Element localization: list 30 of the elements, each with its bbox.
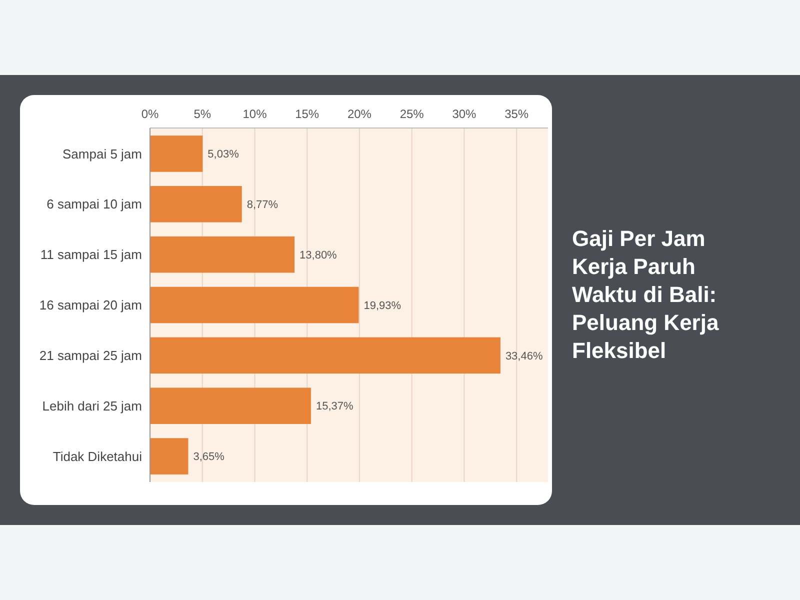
data-label: 33,46% [505,350,543,362]
x-tick-label: 30% [452,107,477,121]
data-label: 19,93% [364,300,402,312]
x-tick-label: 25% [400,107,424,121]
bar [150,186,242,222]
data-label: 13,80% [300,249,338,262]
x-tick-label: 20% [347,107,372,121]
x-tick-label: 35% [504,107,529,121]
x-tick-label: 15% [295,107,320,121]
y-tick-label: Lebih dari 25 jam [42,398,142,414]
data-label: 5,03% [208,148,240,161]
bar [150,337,500,374]
text: Gaji Per Jam Kerja Paruh Waktu di Bali: Peluang Kerja Fleksibel [572,226,720,363]
y-tick-label: 21 sampai 25 jam [39,348,142,363]
bar [150,236,295,273]
bar [150,388,311,424]
bar [150,136,203,172]
y-tick-label: Tidak Diketahui [52,448,142,464]
y-tick-label: Sampai 5 jam [62,146,142,162]
y-tick-label: 6 sampai 10 jam [46,196,142,212]
x-tick-label: 0% [141,107,159,121]
data-label: 15,37% [316,400,354,413]
bar [150,286,359,324]
data-label: 8,77% [246,198,278,211]
x-tick-label: 5% [194,107,212,121]
data-label: 3,65% [193,451,225,464]
bar [150,438,188,474]
x-tick-label: 10% [242,107,268,121]
y-tick-label: 11 sampai 15 jam [40,247,142,262]
y-tick-label: 16 sampai 20 jam [39,298,142,313]
